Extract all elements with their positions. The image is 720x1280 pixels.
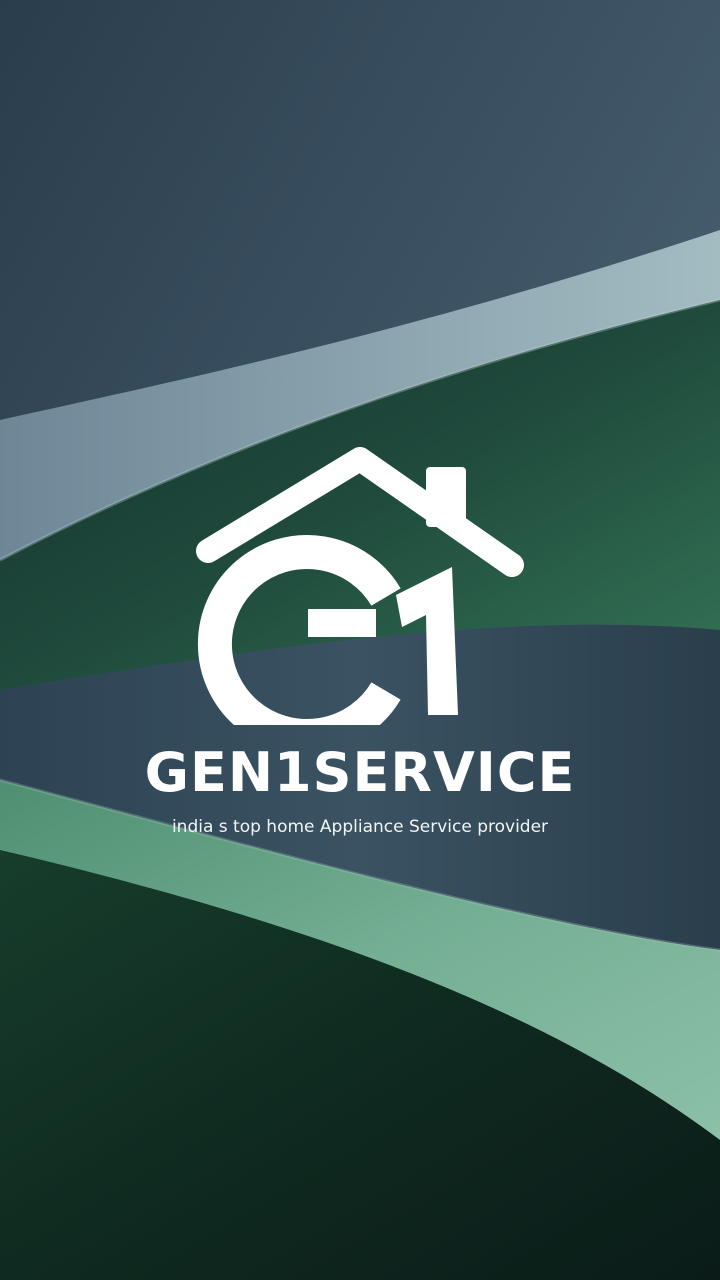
house-g1-logo-icon: [196, 447, 524, 725]
brand-name: GEN1SERVICE: [144, 741, 576, 804]
tagline: india s top home Appliance Service provi…: [171, 817, 549, 837]
